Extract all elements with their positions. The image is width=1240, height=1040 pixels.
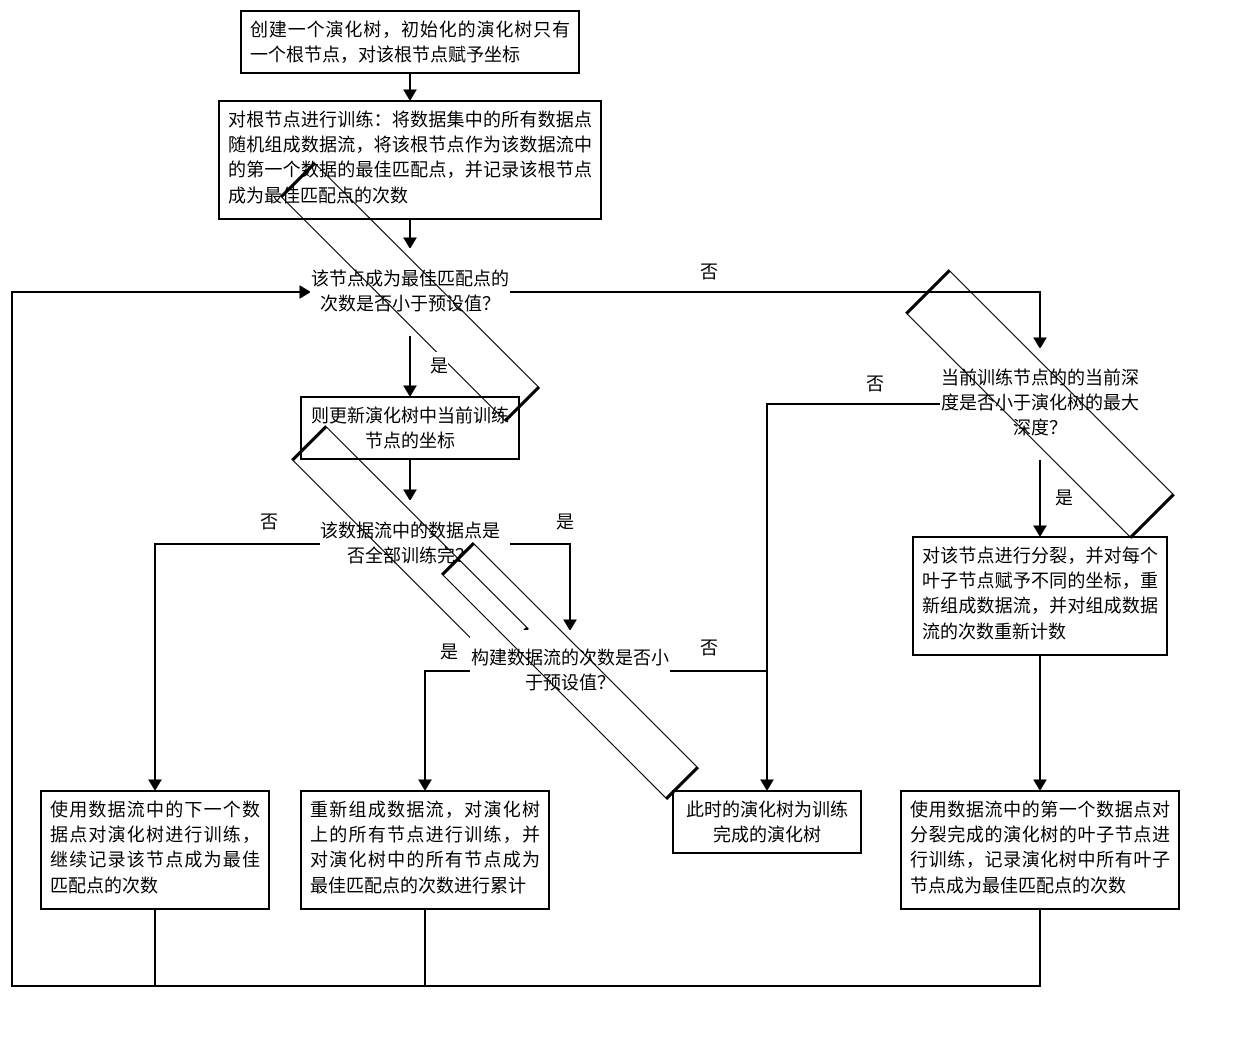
node-text: 使用数据流中的第一个数据点对分裂完成的演化树的叶子节点进行训练，记录演化树中所有… [910,800,1170,896]
node-text: 使用数据流中的下一个数据点对演化树进行训练，继续记录该节点成为最佳匹配点的次数 [50,800,260,896]
node-text: 创建一个演化树，初始化的演化树只有一个根节点，对该根节点赋予坐标 [250,20,570,65]
edge-label-yes: 是 [440,638,458,664]
edge-label-yes: 是 [556,508,574,534]
edge-label-yes: 是 [430,352,448,378]
edge-label-no: 否 [866,370,884,396]
node-text: 重新组成数据流，对演化树上的所有节点进行训练，并对演化树中的所有节点成为最佳匹配… [310,800,540,896]
edge-label-no: 否 [260,508,278,534]
node-text: 该节点成为最佳匹配点的次数是否小于预设值？ [310,267,510,317]
node-text: 此时的演化树为训练完成的演化树 [686,800,848,845]
node-rebuild-stream: 重新组成数据流，对演化树上的所有节点进行训练，并对演化树中的所有节点成为最佳匹配… [300,790,550,910]
decision-stream-count: 构建数据流的次数是否小于预设值？ [470,630,670,712]
edge-label-no: 否 [700,634,718,660]
node-train-leaves: 使用数据流中的第一个数据点对分裂完成的演化树的叶子节点进行训练，记录演化树中所有… [900,790,1180,910]
node-train-root: 对根节点进行训练：将数据集中的所有数据点随机组成数据流，将该根节点作为该数据流中… [218,100,602,220]
decision-match-count: 该节点成为最佳匹配点的次数是否小于预设值？ [310,248,510,336]
node-next-datapoint: 使用数据流中的下一个数据点对演化树进行训练，继续记录该节点成为最佳匹配点的次数 [40,790,270,910]
edge-label-yes: 是 [1055,484,1073,510]
decision-depth: 当前训练节点的的当前深度是否小于演化树的最大深度？ [940,348,1140,460]
node-text: 对该节点进行分裂，并对每个叶子节点赋予不同的坐标，重新组成数据流，并对组成数据流… [922,546,1158,642]
node-tree-complete: 此时的演化树为训练完成的演化树 [672,790,862,854]
node-text: 当前训练节点的的当前深度是否小于演化树的最大深度？ [940,366,1140,442]
node-text: 构建数据流的次数是否小于预设值？ [470,646,670,696]
edge-label-no: 否 [700,258,718,284]
node-split: 对该节点进行分裂，并对每个叶子节点赋予不同的坐标，重新组成数据流，并对组成数据流… [912,536,1168,656]
node-create-tree: 创建一个演化树，初始化的演化树只有一个根节点，对该根节点赋予坐标 [240,10,580,74]
